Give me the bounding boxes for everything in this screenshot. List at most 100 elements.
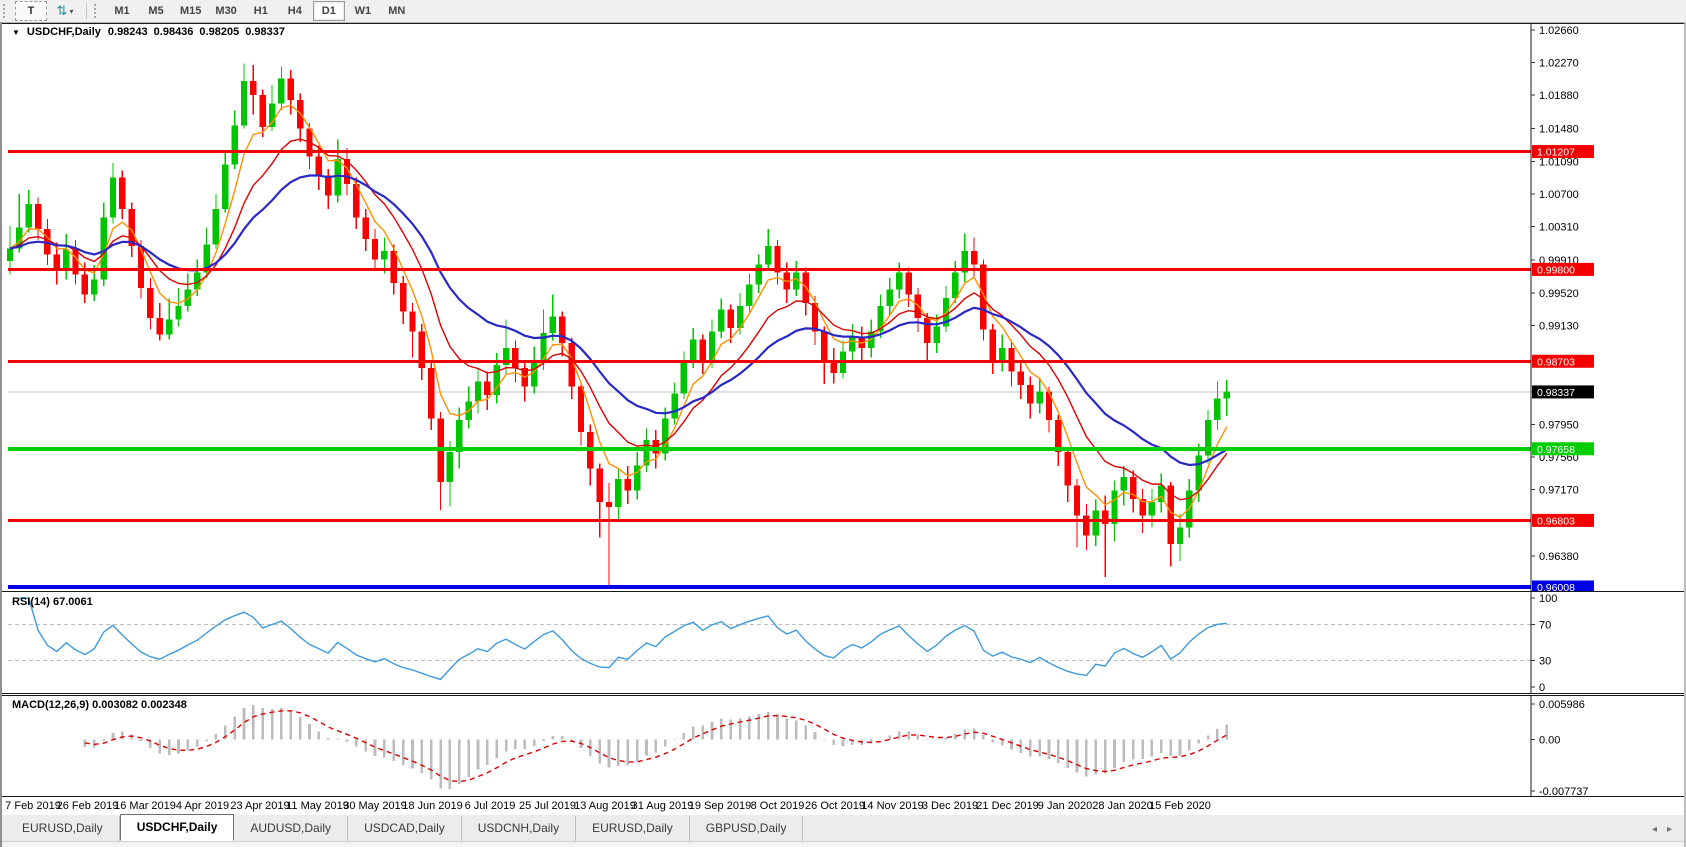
- main-chart-canvas: 1.02660 1.02270 1.01880 1.01480 1.01090 1.007…: [6, 24, 1594, 591]
- date-axis[interactable]: 7 Feb 2019 26 Feb 2019 16 Mar 2019 4 Apr 20…: [0, 797, 1686, 816]
- main-price-chart-panel[interactable]: 1.02660 1.02270 1.01880 1.01480 1.01090 1.007…: [0, 23, 1686, 592]
- rsi-canvas: 100 70 30 0: [8, 592, 1557, 693]
- low-value: 0.98205: [199, 26, 240, 38]
- chart-tab-eurusd-daily[interactable]: EURUSD,Daily: [6, 816, 120, 841]
- timeframe-button-m1[interactable]: M1: [114, 5, 130, 17]
- level-price-badge: 0.98703: [1537, 356, 1575, 368]
- tab-scroll-right-icon[interactable]: ▸: [1666, 824, 1672, 835]
- collapse-triangle-icon[interactable]: ▼: [12, 27, 20, 37]
- rsi-scale-label: 100: [1539, 593, 1557, 605]
- macd-signal-line: [84, 710, 1228, 783]
- moving-average-fast: [9, 104, 1228, 519]
- level-price-badge: 1.01207: [1537, 147, 1575, 159]
- timeframe-button-d1[interactable]: D1: [312, 1, 345, 21]
- status-strip: [0, 841, 1686, 847]
- chart-title: ▼ USDCHF,Daily 0.98243 0.98436 0.98205 0…: [12, 26, 285, 38]
- chart-tabs: EURUSD,Daily USDCHF,Daily AUDUSD,Daily USDC…: [6, 814, 804, 841]
- macd-scale-label: 0.00: [1539, 735, 1560, 747]
- toolbar-grip[interactable]: [3, 4, 10, 18]
- chart-tab-usdcad-daily[interactable]: USDCAD,Daily: [348, 816, 462, 841]
- price-tick-label: 0.97170: [1539, 485, 1579, 497]
- price-tick-label: 0.96380: [1539, 551, 1579, 563]
- chart-tab-usdcnh-daily[interactable]: USDCNH,Daily: [462, 816, 577, 841]
- chart-objects-dropdown-button[interactable]: ⇅ ▾: [49, 1, 81, 21]
- current-price-badge: [1532, 385, 1594, 399]
- timeframe-button-m15[interactable]: M15: [180, 5, 202, 17]
- chart-tab-usdchf-daily[interactable]: USDCHF,Daily: [119, 814, 235, 841]
- timeframe-button-mn[interactable]: MN: [388, 5, 406, 17]
- date-label: 26 Oct 2019: [805, 800, 865, 812]
- date-label: 26 Feb 2019: [56, 800, 119, 812]
- macd-canvas: 0.005986 0.00 -0.007737: [83, 696, 1589, 796]
- rsi-scale-label: 70: [1539, 620, 1551, 632]
- date-label: 4 Apr 2019: [175, 800, 230, 812]
- date-label: 11 May 2019: [286, 800, 349, 812]
- candlestick-series: [6, 63, 1230, 588]
- price-tick-label: 0.97950: [1539, 419, 1579, 431]
- date-label: 6 Jul 2019: [464, 800, 516, 812]
- rsi-scale-label: 30: [1539, 655, 1551, 667]
- chart-toolbar: T ⇅ ▾ M1 M5 M15 M30 H1 H4 D1 W1 MN: [0, 0, 1686, 23]
- chevron-down-icon: ▾: [69, 6, 74, 16]
- moving-average-slow: [9, 174, 1228, 467]
- level-price-badge: 0.96008: [1537, 582, 1575, 591]
- toolbar-separator: [86, 3, 87, 19]
- price-tick-label: 0.99130: [1539, 321, 1579, 333]
- level-price-badge: 0.97658: [1537, 444, 1575, 456]
- date-label: 31 Aug 2019: [631, 800, 694, 812]
- price-tick-label: 1.00310: [1539, 222, 1579, 234]
- timeframe-button-w1[interactable]: W1: [354, 5, 372, 17]
- date-label: 18 Jun 2019: [402, 800, 463, 812]
- date-label: 15 Feb 2020: [1149, 800, 1211, 812]
- date-label: 3 Dec 2019: [921, 800, 979, 812]
- rsi-line: [19, 597, 1227, 681]
- date-label: 23 Apr 2019: [230, 800, 290, 812]
- chart-tab-eurusd-daily[interactable]: EURUSD,Daily: [576, 816, 690, 841]
- timeframe-button-h4[interactable]: H4: [287, 5, 302, 17]
- date-label: 7 Feb 2019: [5, 800, 61, 812]
- arrows-icon: ⇅: [56, 3, 68, 18]
- date-label: 25 Jul 2019: [519, 800, 576, 812]
- macd-indicator-panel[interactable]: 0.005986 0.00 -0.007737: [0, 695, 1686, 797]
- date-label: 8 Oct 2019: [750, 800, 805, 812]
- date-label: 16 Mar 2019: [114, 800, 176, 812]
- date-label: 19 Sep 2019: [688, 800, 752, 812]
- date-label: 9 Jan 2020: [1037, 800, 1093, 812]
- rsi-indicator-panel[interactable]: 100 70 30 0: [0, 592, 1686, 694]
- level-price-badge: 0.96803: [1537, 515, 1575, 527]
- high-value: 0.98436: [153, 26, 194, 38]
- open-value: 0.98243: [107, 26, 148, 38]
- chart-tab-gbpusd-daily[interactable]: GBPUSD,Daily: [690, 816, 804, 841]
- window-right-border: [1684, 22, 1686, 847]
- chart-tab-audusd-daily[interactable]: AUDUSD,Daily: [234, 816, 349, 841]
- price-axis-ticks: 1.02660 1.02270 1.01880 1.01480 1.01090 1.007…: [1531, 25, 1579, 563]
- text-tool-button[interactable]: T: [15, 1, 47, 21]
- timeframe-button-m5[interactable]: M5: [148, 5, 164, 17]
- price-tick-label: 1.00700: [1539, 189, 1579, 201]
- close-value: 0.98337: [245, 26, 285, 38]
- chart-tab-bar: EURUSD,Daily USDCHF,Daily AUDUSD,Daily USDC…: [0, 814, 1686, 841]
- price-tick-label: 1.01090: [1539, 156, 1579, 168]
- date-label: 30 May 2019: [343, 800, 407, 812]
- text-tool-icon: T: [27, 5, 35, 17]
- macd-histogram: [83, 705, 1229, 789]
- rsi-scale-label: 0: [1539, 682, 1545, 693]
- timeframe-toolbar-grip[interactable]: [94, 4, 101, 18]
- price-tick-label: 0.99520: [1539, 288, 1579, 300]
- date-label: 13 Aug 2019: [574, 800, 636, 812]
- macd-scale-label: 0.005986: [1539, 699, 1585, 711]
- chart-symbol-period: USDCHF,Daily: [26, 26, 101, 38]
- date-label: 21 Dec 2019: [976, 800, 1039, 812]
- macd-indicator-label: MACD(12,26,9) 0.003082 0.002348: [12, 699, 187, 711]
- moving-average-medium: [9, 138, 1228, 501]
- timeframe-button-h1[interactable]: H1: [253, 5, 268, 17]
- price-tick-label: 1.02270: [1539, 58, 1579, 70]
- tab-scroll-controls: ◂ ▸: [1652, 824, 1686, 841]
- date-label: 14 Nov 2019: [861, 800, 924, 812]
- timeframe-button-m30[interactable]: M30: [215, 5, 237, 17]
- macd-scale-label: -0.007737: [1539, 786, 1589, 796]
- date-label: 28 Jan 2020: [1092, 800, 1153, 812]
- tab-scroll-left-icon[interactable]: ◂: [1651, 824, 1657, 835]
- level-price-badge: 0.99800: [1537, 264, 1575, 276]
